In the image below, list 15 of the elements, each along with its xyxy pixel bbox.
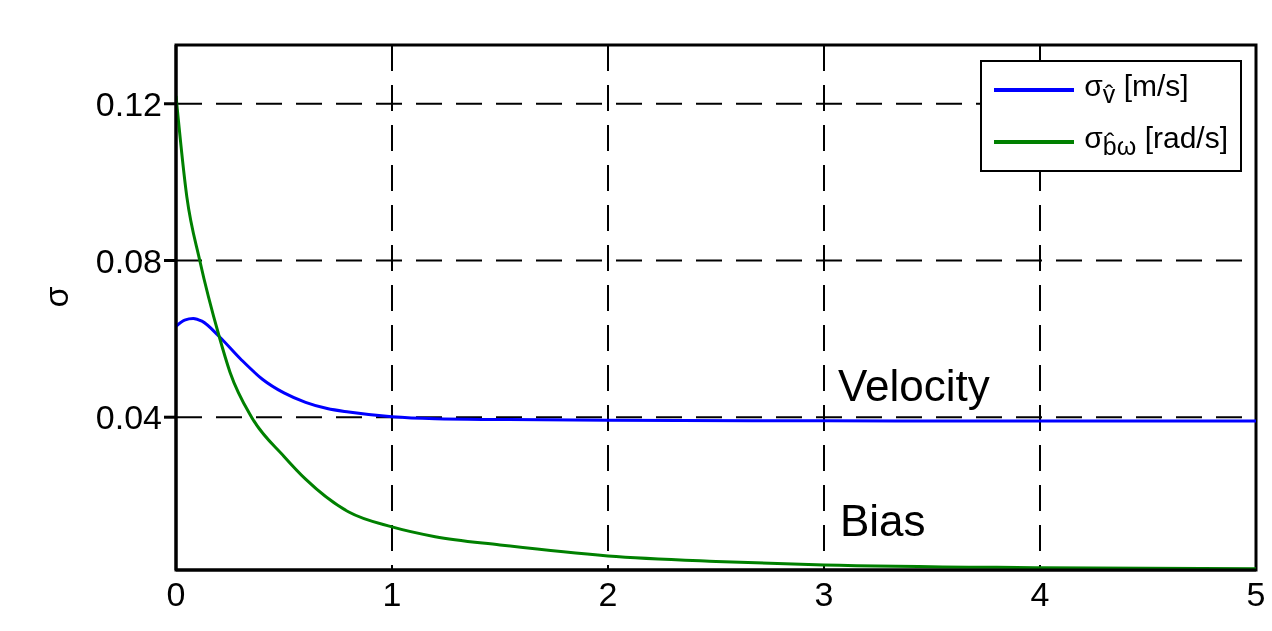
x-tick-label: 3: [814, 575, 834, 614]
y-tick-label: 0.12: [95, 84, 162, 123]
y-tick-label: 0.08: [95, 241, 162, 280]
x-tick-label: 1: [382, 575, 402, 614]
y-tick-label: 0.04: [95, 398, 162, 437]
x-tick-label: 5: [1246, 575, 1266, 614]
x-tick-label: 4: [1030, 575, 1050, 614]
line-series: [176, 316, 1256, 423]
legend-label: σ$_{b̂ω}$ [rad/s]: [1084, 120, 1228, 162]
y-axis-title: σ: [37, 286, 76, 308]
legend-label: σ$_{v̂}$ [m/s]: [1084, 68, 1189, 110]
annotation: Bias: [840, 496, 926, 545]
x-tick-label: 0: [166, 575, 186, 614]
x-tick-label: 2: [598, 575, 618, 614]
annotation: Velocity: [838, 361, 990, 410]
